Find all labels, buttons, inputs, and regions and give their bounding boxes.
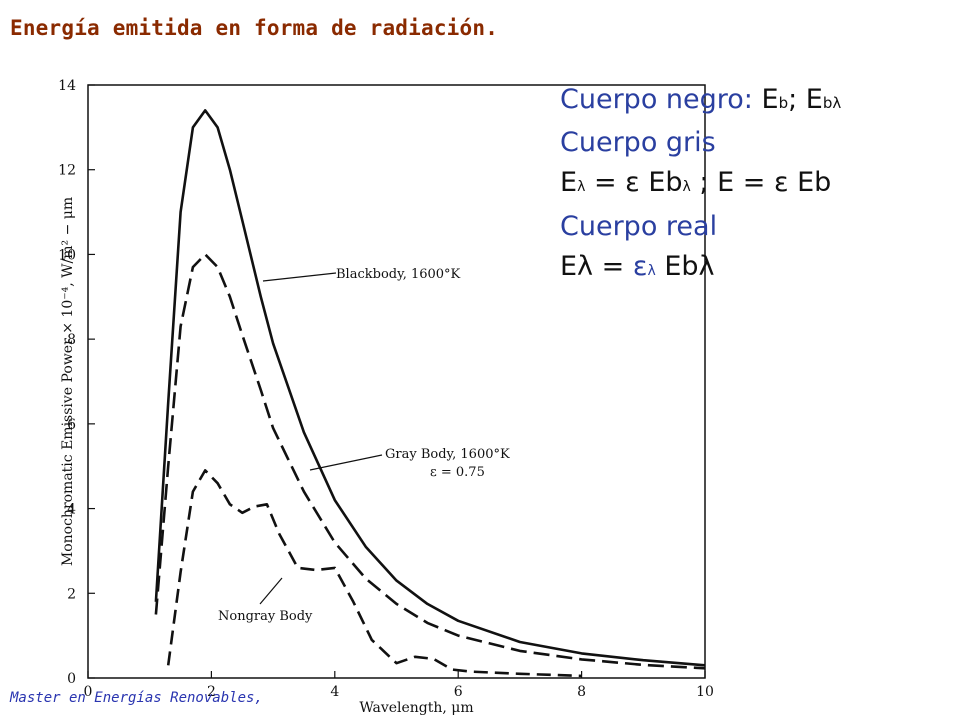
realbody-line: Cuerpo real	[560, 211, 718, 242]
graybody-curve	[154, 253, 706, 670]
blackbody-annotation-pointer	[262, 272, 337, 282]
y-tick-label: 0	[67, 671, 76, 687]
nongray-curve	[166, 469, 582, 678]
radiation-definitions: Cuerpo negro: Eb; Ebλ Cuerpo gris Eλ = ε…	[560, 80, 841, 291]
nongray-annotation-pointer	[259, 577, 283, 605]
graybody-line: Cuerpo gris	[560, 127, 716, 158]
y-tick-label: 6	[67, 417, 76, 433]
y-tick-label: 4	[67, 502, 76, 518]
x-tick-label: 2	[207, 684, 216, 700]
graybody-formula: Eλ = ε Ebλ ; E = ε Eb	[560, 167, 832, 198]
blackbody-line: Cuerpo negro: Eb; Ebλ	[560, 84, 842, 115]
y-tick-label: 14	[58, 78, 76, 94]
plot-area-border	[87, 84, 706, 679]
x-tick-label: 10	[696, 684, 714, 700]
y-tick-label: 10	[58, 247, 76, 263]
realbody-formula: Eλ = ελ Ebλ	[560, 251, 715, 282]
x-tick-label: 8	[577, 684, 586, 700]
emissivity-annotation: ε = 0.75	[430, 465, 485, 480]
x-tick-label: 4	[330, 684, 339, 700]
axis-ticks: 0 2 4 6 8 10 0 2 4 6 8 10 12 14	[58, 78, 714, 700]
blackbody-annotation: Blackbody, 1600°K	[336, 267, 461, 282]
nongray-annotation: Nongray Body	[218, 609, 313, 624]
graybody-annotation-pointer	[309, 454, 383, 471]
y-axis-label: Monochromatic Emissive Power × 10⁻⁴, W/m…	[60, 197, 76, 566]
footer-text: Master en Energías Renovables,	[10, 690, 263, 706]
y-tick-label: 8	[67, 332, 76, 348]
x-tick-label: 6	[454, 684, 463, 700]
slide-title: Energía emitida en forma de radiación.	[10, 16, 499, 40]
blackbody-curve	[154, 109, 706, 667]
y-tick-label: 12	[58, 163, 76, 179]
x-axis-label: Wavelength, μm	[359, 700, 473, 716]
curves	[154, 109, 706, 678]
plot-frame	[87, 84, 706, 679]
graybody-annotation: Gray Body, 1600°K	[385, 447, 510, 462]
y-tick-label: 2	[67, 586, 76, 602]
x-tick-label: 0	[84, 684, 93, 700]
annotations: Blackbody, 1600°K Gray Body, 1600°K ε = 0.…	[218, 267, 510, 624]
